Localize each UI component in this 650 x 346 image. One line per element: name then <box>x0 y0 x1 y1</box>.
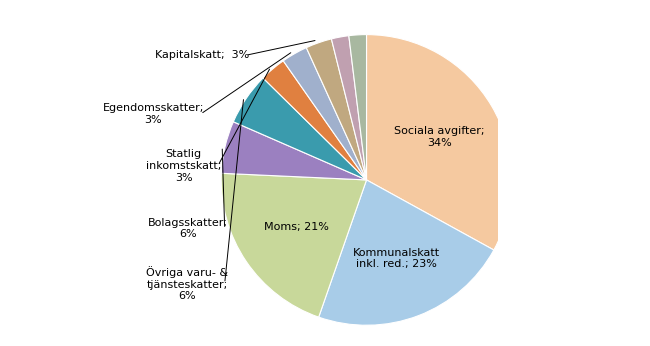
Text: Kapitalskatt;  3%: Kapitalskatt; 3% <box>155 51 249 60</box>
Text: Bolagsskatter;
6%: Bolagsskatter; 6% <box>148 218 228 239</box>
Text: Moms; 21%: Moms; 21% <box>265 222 329 232</box>
Text: Egendomsskatter;
3%: Egendomsskatter; 3% <box>103 103 204 125</box>
Text: Statlig
inkomstskatt;
3%: Statlig inkomstskatt; 3% <box>146 149 221 183</box>
Wedge shape <box>367 35 512 250</box>
Text: Sociala avgifter;
34%: Sociala avgifter; 34% <box>394 126 484 148</box>
Wedge shape <box>221 173 367 317</box>
Wedge shape <box>349 35 367 180</box>
Wedge shape <box>283 48 367 180</box>
Wedge shape <box>263 61 367 180</box>
Wedge shape <box>306 39 367 180</box>
Wedge shape <box>233 78 367 180</box>
Text: Kommunalskatt
inkl. red.; 23%: Kommunalskatt inkl. red.; 23% <box>353 248 440 270</box>
Text: Övriga varu- &
tjänsteskatter;
6%: Övriga varu- & tjänsteskatter; 6% <box>146 266 228 301</box>
Wedge shape <box>332 36 367 180</box>
Wedge shape <box>222 122 367 180</box>
Wedge shape <box>318 180 494 325</box>
